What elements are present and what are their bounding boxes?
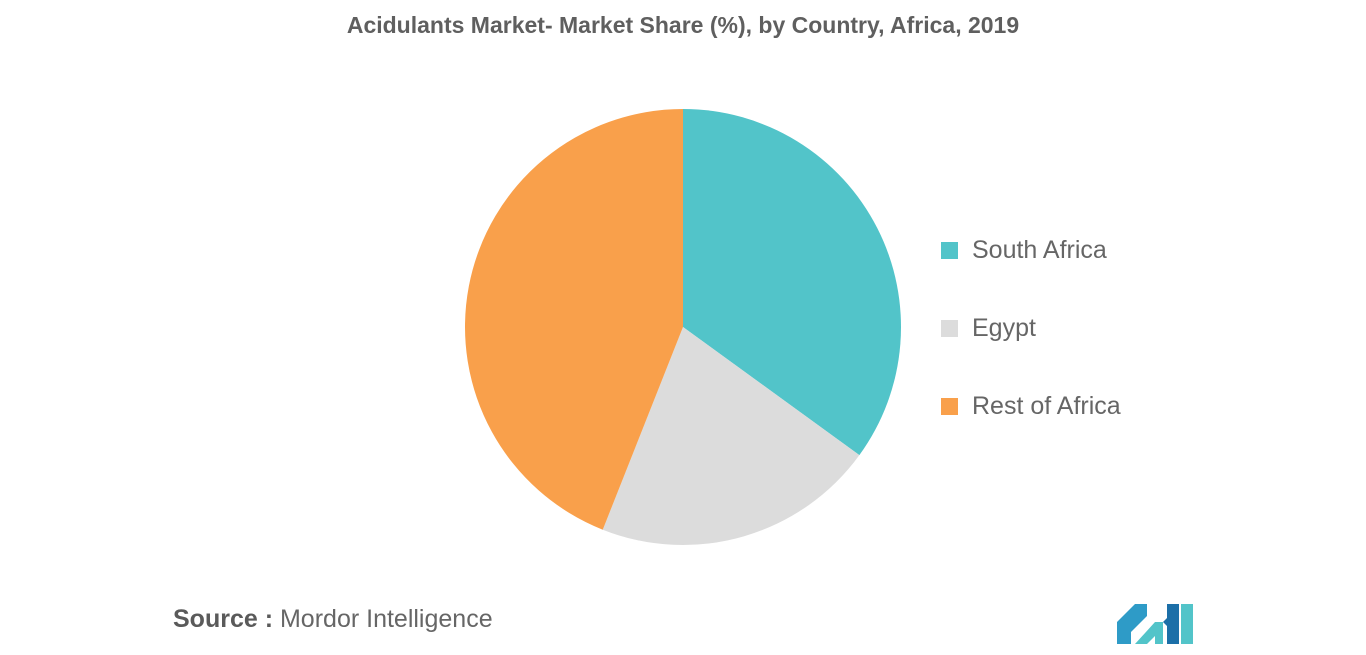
legend-item-egypt: Egypt bbox=[941, 310, 1121, 346]
chart-legend: South Africa Egypt Rest of Africa bbox=[941, 232, 1121, 466]
legend-label-rest-of-africa: Rest of Africa bbox=[972, 391, 1121, 420]
pie-slices bbox=[464, 109, 901, 545]
legend-label-egypt: Egypt bbox=[972, 313, 1036, 342]
source-text: Mordor Intelligence bbox=[279, 605, 493, 633]
legend-swatch-rest-of-africa bbox=[941, 397, 958, 415]
logo-shape-far-right bbox=[1181, 604, 1193, 644]
pie-slice-egypt bbox=[602, 327, 860, 545]
legend-label-south-africa: South Africa bbox=[972, 235, 1107, 264]
source-prefix: Source : bbox=[173, 605, 274, 633]
logo-shape-left bbox=[1117, 604, 1147, 644]
legend-item-south-africa: South Africa bbox=[941, 232, 1121, 268]
legend-swatch-south-africa bbox=[941, 241, 958, 259]
logo-shape-middle bbox=[1135, 622, 1163, 644]
mordor-intelligence-logo-icon bbox=[1117, 604, 1193, 644]
pie-slice-south-africa bbox=[683, 109, 901, 456]
pie-slice-rest-of-africa bbox=[464, 109, 683, 530]
source-note: Source : Mordor Intelligence bbox=[173, 605, 493, 634]
logo-shape-right bbox=[1163, 604, 1179, 644]
legend-item-rest-of-africa: Rest of Africa bbox=[941, 388, 1121, 424]
legend-swatch-egypt bbox=[941, 319, 958, 337]
chart-title: Acidulants Market- Market Share (%), by … bbox=[346, 12, 1020, 38]
